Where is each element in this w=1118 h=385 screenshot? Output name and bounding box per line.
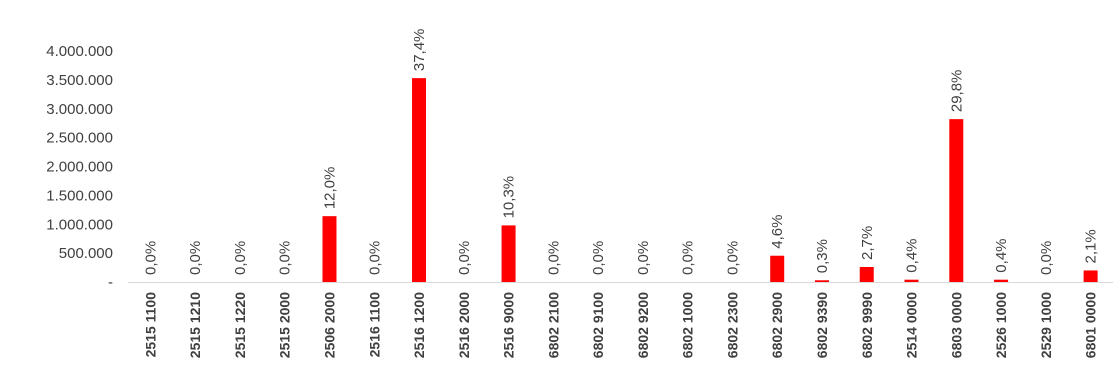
y-tick-label: 2.500.000: [46, 130, 113, 147]
bar: [501, 225, 516, 282]
bar: [770, 255, 785, 282]
x-tick-label: 6803 0000: [948, 292, 964, 358]
x-tick-label: 6802 2100: [545, 292, 561, 358]
data-label: 0,0%: [142, 241, 159, 275]
y-tick-label: 1.000.000: [46, 216, 113, 233]
bar: [412, 78, 427, 282]
data-label: 0,0%: [232, 241, 249, 275]
data-labels: 0,0% 0,0% 0,0% 0,0% 12,0% 0,0% 37,4% 0,0% 10,3% 0…: [142, 29, 1099, 275]
data-label: 4,6%: [769, 215, 786, 249]
y-tick-label: 3.500.000: [46, 72, 113, 89]
bars: [322, 78, 1098, 283]
x-axis: 2515 1100 2515 1210 2515 1220 2515 2000 2506…: [142, 292, 1098, 358]
x-tick-label: 2515 2000: [277, 292, 293, 358]
x-tick-label: 2516 2000: [456, 292, 472, 358]
y-tick-label: 2.000.000: [46, 159, 113, 176]
x-tick-label: 6802 9390: [814, 292, 830, 358]
data-label: 2,1%: [1083, 229, 1100, 263]
data-label: 2,7%: [859, 226, 876, 260]
y-axis: - 500.000 1.000.000 1.500.000 2.000.000 2.500…: [46, 43, 113, 291]
data-label: 0,0%: [187, 241, 204, 275]
x-tick-label: 6801 0000: [1083, 292, 1099, 358]
data-label: 0,0%: [277, 241, 294, 275]
bar: [322, 216, 337, 282]
data-label: 0,0%: [1038, 241, 1055, 275]
x-tick-label: 2516 1200: [411, 292, 427, 358]
x-tick-label: 6802 9100: [590, 292, 606, 358]
x-tick-label: 2529 1000: [1038, 292, 1054, 358]
x-tick-label: 6802 2300: [724, 292, 740, 358]
data-label: 0,0%: [724, 241, 741, 275]
y-tick-label: -: [108, 274, 113, 291]
data-label: 12,0%: [321, 167, 338, 210]
bar: [994, 279, 1009, 282]
y-tick-label: 500.000: [59, 245, 113, 262]
y-tick-label: 1.500.000: [46, 187, 113, 204]
data-label: 0,0%: [456, 241, 473, 275]
data-label: 10,3%: [501, 176, 518, 219]
data-label: 0,3%: [814, 239, 831, 273]
x-tick-label: 2516 9000: [501, 292, 517, 358]
data-label: 0,0%: [590, 241, 607, 275]
data-label: 0,0%: [545, 241, 562, 275]
bar: [859, 266, 874, 282]
data-label: 0,0%: [366, 241, 383, 275]
x-tick-label: 2514 0000: [904, 292, 920, 358]
x-tick-label: 2515 1210: [187, 292, 203, 358]
x-tick-label: 6802 2900: [769, 292, 785, 358]
x-tick-label: 2516 1100: [366, 292, 382, 358]
data-label: 0,4%: [904, 238, 921, 272]
y-tick-label: 4.000.000: [46, 43, 113, 60]
x-tick-label: 2515 1220: [232, 292, 248, 358]
bar: [814, 280, 829, 282]
x-tick-label: 2506 2000: [321, 292, 337, 358]
bar: [904, 279, 919, 282]
bar: [1083, 270, 1098, 282]
y-tick-label: 3.000.000: [46, 101, 113, 118]
data-label: 0,0%: [635, 241, 652, 275]
data-label: 0,4%: [993, 238, 1010, 272]
data-label: 37,4%: [411, 29, 428, 72]
x-tick-label: 6802 1000: [680, 292, 696, 358]
data-label: 29,8%: [948, 70, 965, 113]
data-label: 0,0%: [680, 241, 697, 275]
x-tick-label: 2515 1100: [142, 292, 158, 358]
x-tick-label: 2526 1000: [993, 292, 1009, 358]
bar: [949, 119, 964, 283]
x-tick-label: 6802 9990: [859, 292, 875, 358]
x-tick-label: 6802 9200: [635, 292, 651, 358]
